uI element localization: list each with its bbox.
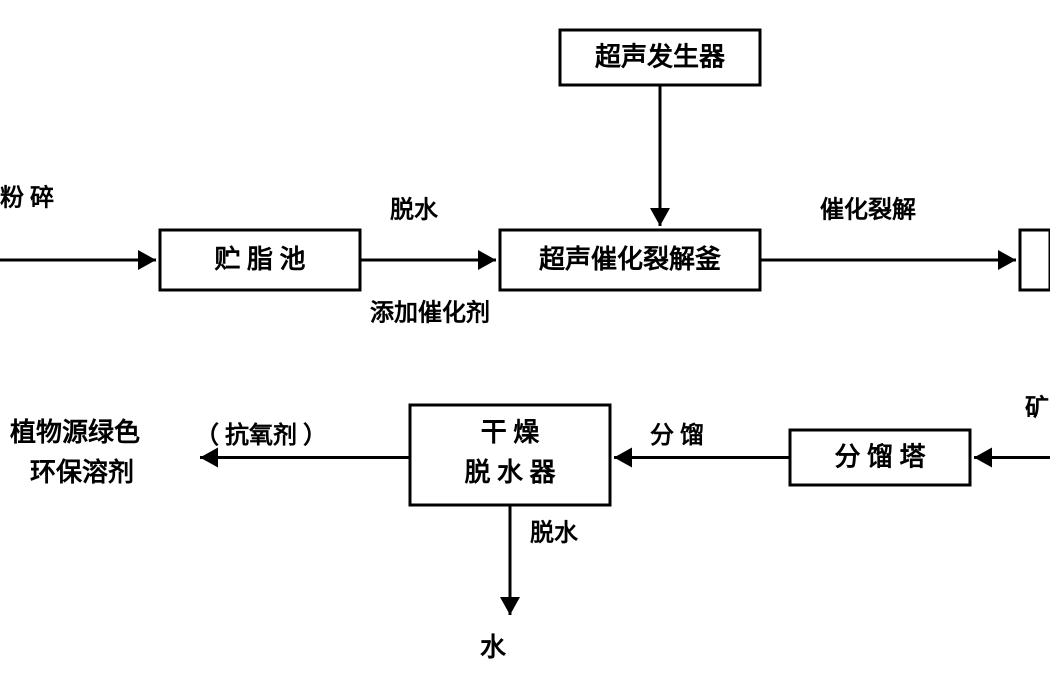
label: 超声发生器 xyxy=(595,41,726,71)
label: 干 燥 xyxy=(481,418,541,447)
arrowhead xyxy=(614,448,632,468)
label: 催化裂解 xyxy=(820,196,916,224)
label: 植物源绿色 xyxy=(10,417,140,447)
label: 贮 脂 池 xyxy=(214,245,305,274)
label: 脱水 xyxy=(390,196,439,224)
label: 粉 碎 xyxy=(0,184,54,212)
label: 脱 水 器 xyxy=(464,458,556,487)
arrowhead xyxy=(650,208,670,226)
label: 矿 xyxy=(1025,394,1049,422)
label: 脱水 xyxy=(530,519,579,547)
arrowhead xyxy=(478,250,496,270)
label: （ 抗氧剂 ） xyxy=(195,421,327,449)
arrowhead xyxy=(500,597,520,615)
label: 环保溶剂 xyxy=(30,457,134,487)
arrowhead xyxy=(998,250,1016,270)
label: 分 馏 塔 xyxy=(834,442,926,471)
label: 添加催化剂 xyxy=(370,299,490,327)
label: 分 馏 xyxy=(650,421,704,449)
arrowhead xyxy=(200,448,218,468)
flow-node xyxy=(1020,230,1050,290)
arrowhead xyxy=(974,448,992,468)
label: 水 xyxy=(480,633,507,662)
label: 超声催化裂解釜 xyxy=(539,244,722,274)
arrowhead xyxy=(138,250,156,270)
